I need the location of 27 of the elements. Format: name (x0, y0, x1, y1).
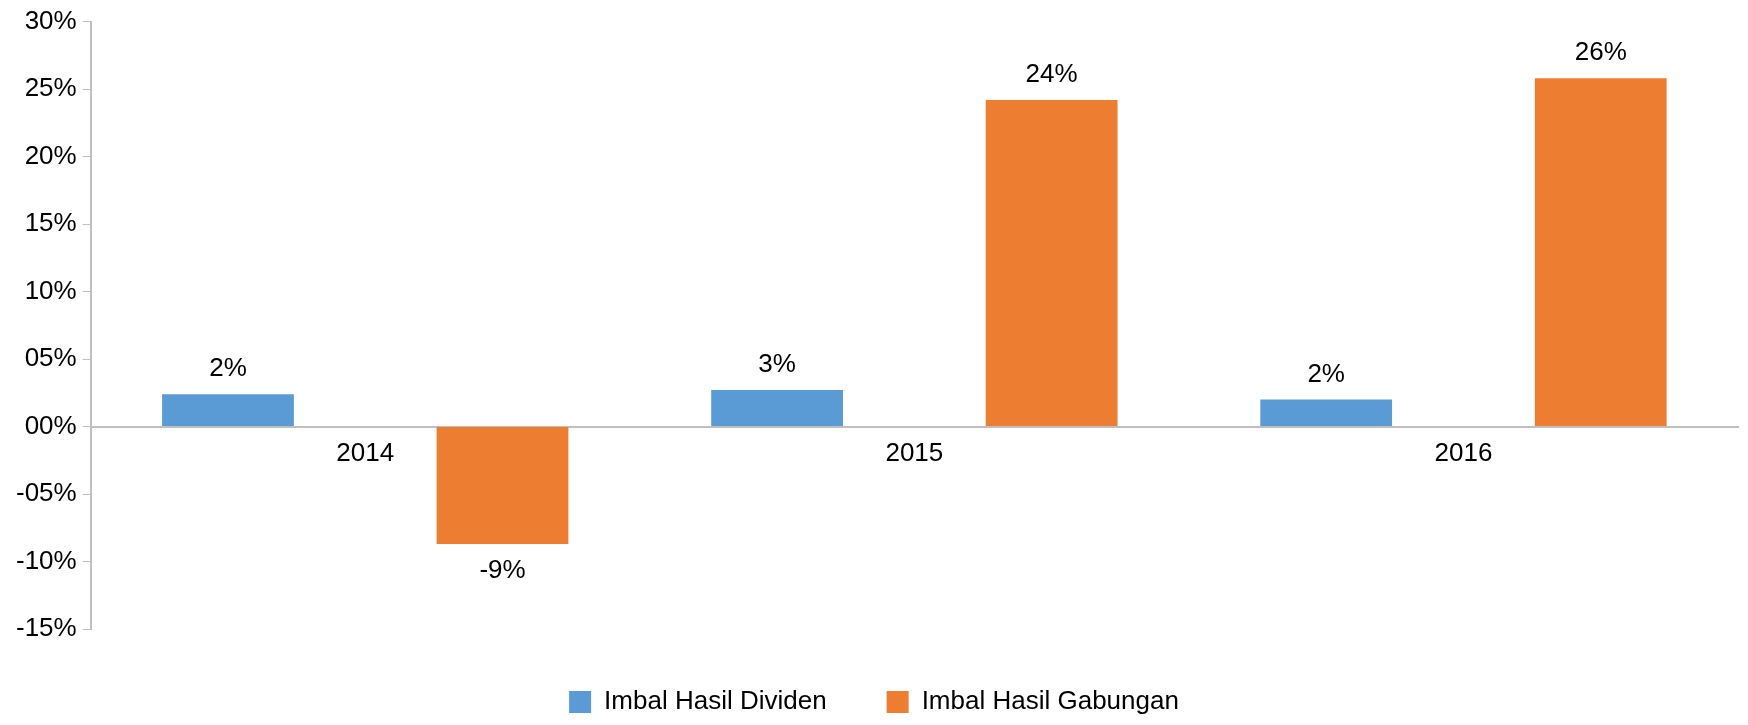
bar (1534, 78, 1667, 427)
y-tick-label: -10% (15, 544, 77, 575)
bar (436, 427, 569, 544)
data-label: 3% (758, 348, 796, 379)
data-label: -9% (479, 554, 526, 585)
y-tick-label: 25% (24, 72, 77, 103)
y-tick-label: 05% (24, 342, 77, 373)
y-tick-label: -05% (15, 477, 77, 508)
legend-label: Imbal Hasil Dividen (604, 685, 827, 716)
y-tick-label: 00% (24, 409, 77, 440)
bar (162, 394, 294, 427)
x-tick-label: 2014 (336, 437, 395, 468)
x-tick-label: 2015 (885, 437, 944, 468)
y-tick-label: 10% (24, 274, 77, 305)
y-tick-label: 30% (24, 4, 77, 35)
y-tick-label: -15% (15, 612, 77, 643)
bar (985, 99, 1118, 427)
y-tick-label: 15% (24, 207, 77, 238)
bar (711, 390, 843, 427)
bar (1260, 399, 1393, 427)
data-label: 2% (209, 352, 247, 383)
legend-label: Imbal Hasil Gabungan (921, 685, 1179, 716)
data-label: 26% (1574, 36, 1627, 67)
y-tick-label: 20% (24, 139, 77, 170)
x-tick-label: 2016 (1434, 437, 1493, 468)
data-label: 2% (1307, 357, 1345, 388)
data-label: 24% (1025, 58, 1078, 89)
